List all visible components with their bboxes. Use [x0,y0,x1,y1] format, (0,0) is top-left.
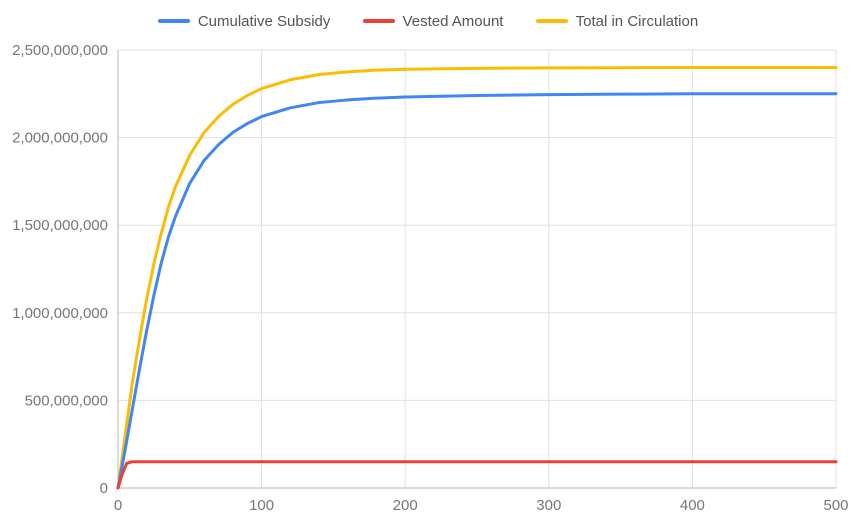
token-distribution-chart: Cumulative Subsidy Vested Amount Total i… [0,0,856,528]
svg-text:1,000,000,000: 1,000,000,000 [12,305,108,322]
svg-text:200: 200 [393,497,418,514]
svg-text:400: 400 [680,497,705,514]
svg-text:0: 0 [100,480,108,497]
svg-text:100: 100 [249,497,274,514]
plot-area: 0 500,000,000 1,000,000,000 1,500,000,000 2,… [0,0,856,528]
svg-text:1,500,000,000: 1,500,000,000 [12,217,108,234]
svg-text:2,000,000,000: 2,000,000,000 [12,130,108,147]
svg-text:2,500,000,000: 2,500,000,000 [12,42,108,59]
svg-text:500,000,000: 500,000,000 [25,392,108,409]
svg-text:0: 0 [114,497,122,514]
svg-text:300: 300 [536,497,561,514]
svg-text:500: 500 [823,497,848,514]
